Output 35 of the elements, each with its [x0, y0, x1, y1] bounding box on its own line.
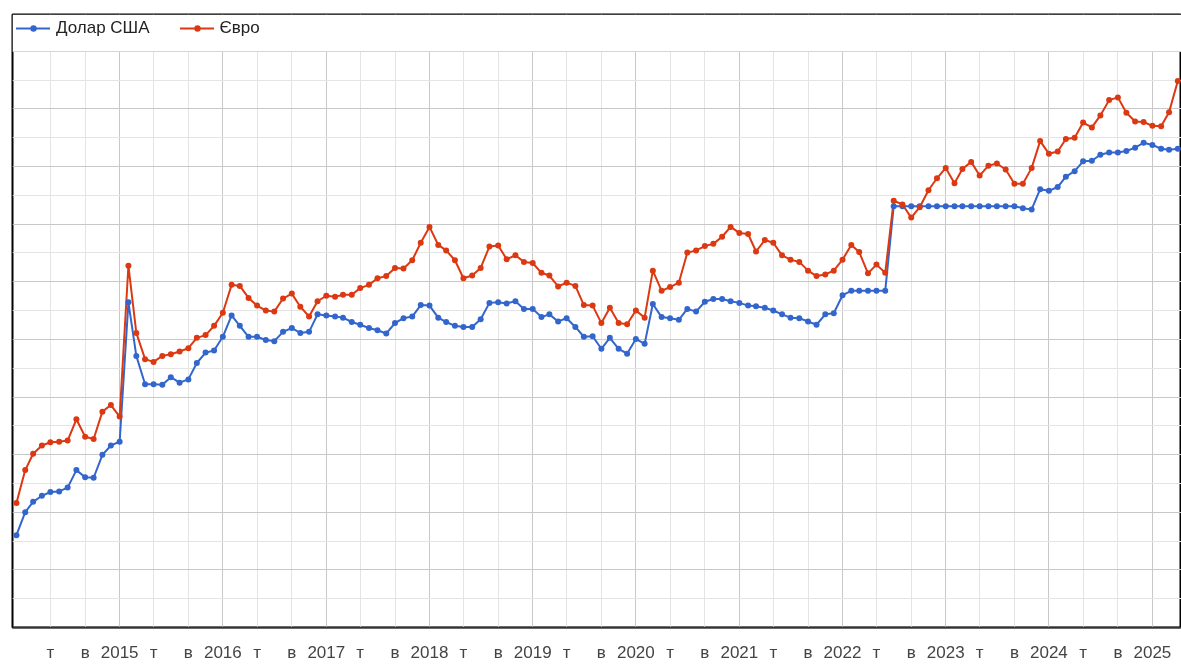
x-tick-label: в [80, 642, 90, 662]
x-tick-label: 2024 [1030, 642, 1068, 662]
x-tick-label: 2018 [410, 642, 449, 662]
x-tick-label: т [46, 642, 55, 662]
x-tick-label: т [666, 642, 675, 662]
x-tick-label: т [562, 642, 571, 662]
x-tick-label: 2021 [720, 642, 759, 662]
x-tick-label: в [287, 642, 297, 662]
x-tick-label: в [1009, 642, 1019, 662]
x-tick-label: 2022 [823, 642, 862, 662]
x-tick-label: в [906, 642, 916, 662]
x-tick-label: 2025 [1133, 642, 1172, 662]
x-tick-label: т [1079, 642, 1088, 662]
x-tick-label: в [596, 642, 606, 662]
x-tick-label: 2015 [100, 642, 139, 662]
x-tick-label: т [769, 642, 778, 662]
x-tick-label: т [975, 642, 984, 662]
x-tick-label: т [253, 642, 262, 662]
legend-label: Євро [219, 18, 260, 38]
x-tick-label: 2016 [203, 642, 242, 662]
x-tick-label: в [390, 642, 400, 662]
x-tick-label: т [872, 642, 881, 662]
x-tick-label: 2017 [307, 642, 346, 662]
legend-label: Долар США [56, 18, 150, 38]
x-tick-label: т [356, 642, 365, 662]
x-tick-label: т [459, 642, 468, 662]
x-tick-label: т [149, 642, 158, 662]
x-tick-label: 2023 [926, 642, 965, 662]
x-tick-label: в [1113, 642, 1123, 662]
x-tick-label: в [493, 642, 503, 662]
x-tick-label: в [700, 642, 710, 662]
x-tick-label: 2020 [616, 642, 655, 662]
x-tick-label: в [183, 642, 193, 662]
x-tick-label: 2019 [513, 642, 552, 662]
x-tick-label: в [803, 642, 813, 662]
